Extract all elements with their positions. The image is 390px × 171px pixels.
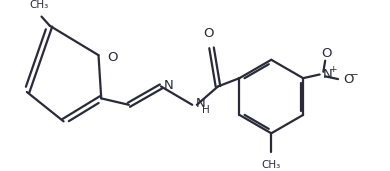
Text: O: O — [107, 50, 117, 63]
Text: N: N — [164, 79, 174, 92]
Text: N: N — [196, 97, 206, 110]
Text: H: H — [202, 105, 210, 115]
Text: N: N — [323, 68, 332, 81]
Text: O: O — [204, 28, 214, 41]
Text: −: − — [350, 70, 359, 80]
Text: CH₃: CH₃ — [29, 0, 48, 10]
Text: O: O — [344, 73, 354, 86]
Text: CH₃: CH₃ — [262, 160, 281, 170]
Text: +: + — [329, 65, 336, 74]
Text: O: O — [321, 47, 332, 60]
